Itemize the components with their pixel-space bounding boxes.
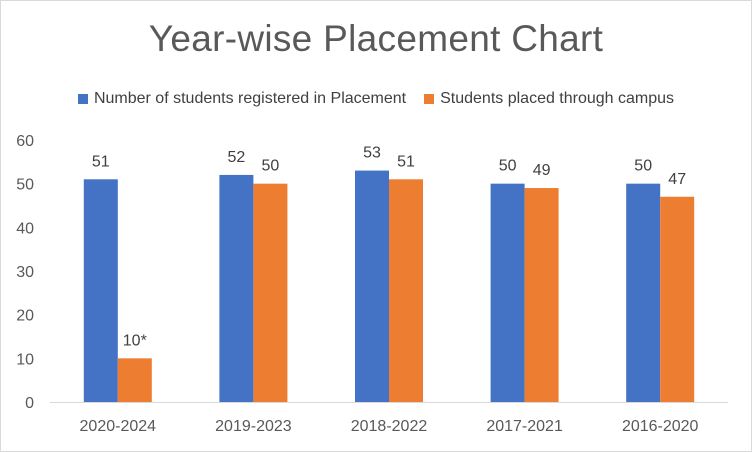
bar-placed <box>660 196 695 402</box>
data-label: 47 <box>668 171 686 188</box>
data-label: 49 <box>533 162 551 179</box>
x-tick-label: 2017-2021 <box>486 418 563 435</box>
bar-placed <box>524 188 559 402</box>
x-tick-label: 2018-2022 <box>351 418 428 435</box>
y-tick-label: 60 <box>16 133 34 150</box>
y-tick-label: 0 <box>25 395 34 412</box>
data-label: 50 <box>634 158 652 175</box>
bar-placed <box>389 179 423 402</box>
bar-registered <box>83 179 118 402</box>
bar-registered <box>490 183 525 402</box>
x-tick-label: 2016-2020 <box>622 418 699 435</box>
data-label: 50 <box>499 158 517 175</box>
legend-swatch-placed <box>424 94 435 104</box>
legend-item-placed: Students placed through campus <box>424 90 674 108</box>
legend-item-registered: Number of students registered in Placeme… <box>77 90 407 108</box>
chart-legend: Number of students registered in Placeme… <box>0 90 752 108</box>
data-label: 52 <box>228 149 246 166</box>
data-label: 51 <box>92 153 110 170</box>
y-tick-label: 30 <box>16 264 34 281</box>
data-label: 53 <box>363 145 381 162</box>
x-tick-label: 2020-2024 <box>80 418 157 435</box>
y-tick-label: 50 <box>16 177 34 194</box>
legend-label-registered: Number of students registered in Placeme… <box>93 90 407 107</box>
y-tick-label: 10 <box>16 351 34 368</box>
legend-swatch-registered <box>77 94 88 104</box>
y-tick-label: 20 <box>16 308 34 325</box>
x-tick-label: 2019-2023 <box>215 418 292 435</box>
bar-registered <box>355 170 389 402</box>
data-label: 10* <box>123 332 147 349</box>
chart-title: Year-wise Placement Chart <box>148 18 604 59</box>
y-tick-label: 40 <box>16 220 34 237</box>
data-label: 50 <box>262 158 280 175</box>
bar-registered <box>219 174 254 402</box>
bar-placed <box>253 183 288 402</box>
legend-label-placed: Students placed through campus <box>440 90 675 107</box>
bar-registered <box>626 183 661 402</box>
data-label: 51 <box>397 153 415 170</box>
bar-placed <box>117 358 152 402</box>
